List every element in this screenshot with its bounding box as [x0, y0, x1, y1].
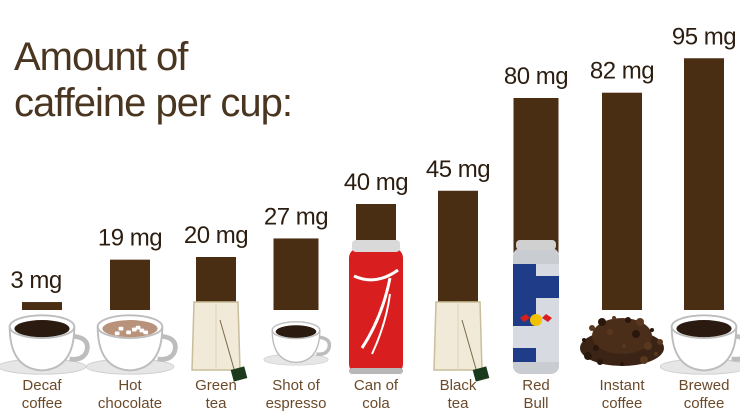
category-label-5-0: Black [440, 377, 477, 394]
value-label-5: 45 mg [426, 156, 490, 183]
tea-bag-icon [191, 301, 248, 382]
chart-title: Amount of caffeine per cup: [14, 34, 334, 126]
value-label-7: 82 mg [590, 58, 654, 85]
bar-1 [110, 259, 150, 310]
category-label-6-0: Red [522, 377, 550, 394]
value-label-8: 95 mg [672, 23, 736, 50]
category-label-3-0: Shot of [272, 377, 320, 394]
category-label-2-0: Green [195, 377, 237, 394]
category-label-8-1: coffee [684, 395, 725, 412]
category-label-8-0: Brewed [679, 377, 730, 394]
hot-chocolate-cup-icon [85, 314, 178, 375]
value-label-4: 40 mg [344, 169, 408, 196]
tea-bag-icon [433, 301, 490, 382]
category-label-4-1: cola [362, 395, 390, 412]
energy-drink-can-icon [513, 240, 559, 374]
value-label-1: 19 mg [98, 225, 162, 252]
coffee-cup-icon [659, 314, 740, 375]
value-label-6: 80 mg [504, 63, 568, 90]
bar-7 [602, 92, 642, 310]
category-label-7-0: Instant [599, 377, 645, 394]
value-label-3: 27 mg [264, 203, 328, 230]
bar-8 [684, 58, 724, 310]
cola-can-icon [349, 240, 403, 374]
bar-5 [438, 190, 478, 310]
chart-title-line-1: Amount of [14, 35, 188, 79]
bar-0 [22, 302, 62, 310]
bar-3 [273, 238, 319, 310]
category-label-3-1: espresso [266, 395, 327, 412]
category-label-7-1: coffee [602, 395, 643, 412]
category-label-1-1: chocolate [98, 395, 162, 412]
coffee-cup-icon [0, 314, 90, 375]
value-label-0: 3 mg [10, 267, 61, 294]
category-label-5-1: tea [448, 395, 470, 412]
category-label-1-0: Hot [118, 377, 142, 394]
category-label-6-1: Bull [523, 395, 548, 412]
category-label-0-0: Decaf [22, 377, 62, 394]
category-label-2-1: tea [206, 395, 228, 412]
value-label-2: 20 mg [184, 222, 248, 249]
category-label-4-0: Can of [354, 377, 399, 394]
coffee-granules-icon [580, 316, 664, 366]
bar-2 [196, 257, 236, 310]
chart-title-line-2: caffeine per cup: [14, 81, 293, 125]
espresso-cup-icon [263, 321, 332, 366]
category-label-0-1: coffee [22, 395, 63, 412]
